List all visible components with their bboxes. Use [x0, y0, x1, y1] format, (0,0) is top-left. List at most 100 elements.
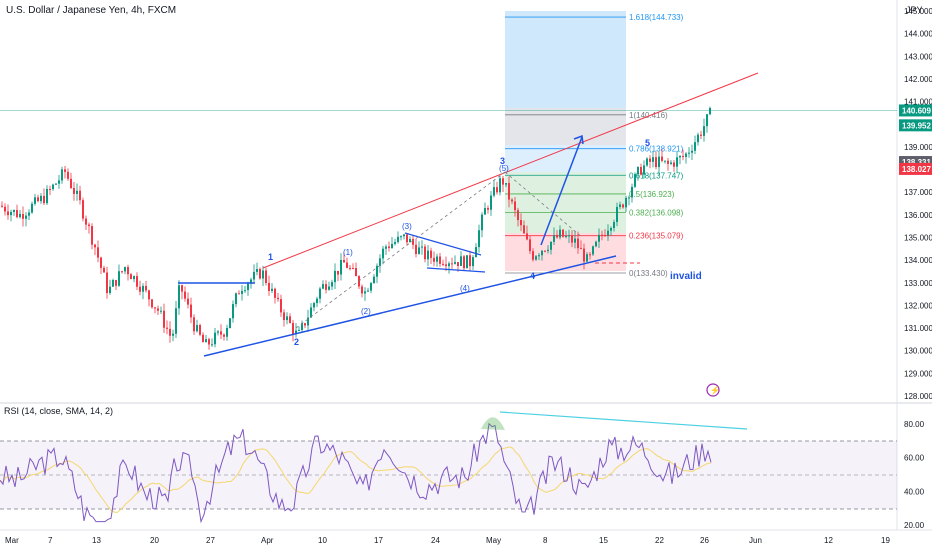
candle-body: [547, 249, 549, 251]
price-axis[interactable]: 145.000144.000143.000142.000141.000140.0…: [904, 7, 932, 401]
candle-body: [109, 286, 111, 294]
candle-body: [112, 280, 114, 287]
candle-body: [427, 250, 429, 260]
candle-body: [304, 323, 306, 326]
candle-body: [310, 307, 312, 318]
price-badge: [899, 104, 932, 117]
candle-body: [331, 282, 333, 287]
rsi-line: [0, 422, 712, 524]
candle-body: [529, 239, 531, 252]
candle-body: [406, 234, 408, 243]
candle-body: [184, 291, 186, 299]
candle-body: [400, 236, 402, 238]
candle-body: [82, 200, 84, 219]
rsi-axis[interactable]: 80.00 60.00 40.00 20.00: [904, 420, 925, 530]
fib-level-label: 0.382(136.098): [629, 209, 684, 218]
candle-body: [514, 201, 516, 211]
candle-body: [289, 316, 291, 323]
candle-body: [271, 288, 273, 291]
price-tick-label: 142.000: [904, 75, 932, 84]
candle-body: [7, 211, 9, 216]
candle-body: [634, 174, 636, 187]
candle-body: [658, 156, 660, 168]
price-badge-label: 140.609: [902, 106, 931, 115]
candle-body: [613, 222, 615, 229]
candle-body: [640, 166, 642, 175]
candle-body: [286, 316, 288, 321]
candle-body: [43, 195, 45, 204]
candle-body: [367, 290, 369, 292]
time-tick-label: 7: [48, 536, 53, 545]
wedge-top[interactable]: [404, 232, 482, 256]
fib-zone-786: [505, 108, 626, 145]
price-tick-label: 144.000: [904, 30, 932, 39]
candle-body: [202, 334, 204, 343]
candle-body: [439, 256, 441, 264]
candle-body: [484, 208, 486, 215]
candle-body: [280, 299, 282, 313]
candle-body: [688, 152, 690, 154]
event-marker-icon[interactable]: [706, 383, 720, 397]
time-tick-label: 27: [206, 536, 215, 545]
candle-body: [391, 243, 393, 249]
candle-body: [544, 250, 546, 252]
candle-body: [412, 238, 414, 245]
candle-body: [37, 197, 39, 202]
candle-body: [337, 270, 339, 275]
lower-trendline[interactable]: [203, 255, 617, 357]
price-tick-label: 141.000: [904, 98, 932, 107]
time-axis[interactable]: Mar 7 13 20 27 Apr 10 17 24 May 8 15 22 Jun 12 19 26: [5, 536, 890, 545]
candle-body: [517, 210, 519, 221]
candle-body: [130, 274, 132, 280]
time-tick-label: 22: [655, 536, 664, 545]
candle-body: [448, 263, 450, 267]
candle-body: [334, 270, 336, 283]
candle-body: [616, 206, 618, 223]
upper-trendline[interactable]: [262, 72, 759, 269]
candle-body: [550, 241, 552, 250]
candle-body: [214, 332, 216, 345]
candle-body: [25, 215, 27, 219]
candle-body: [343, 260, 345, 263]
price-tick-label: 133.000: [904, 279, 932, 288]
projection-arrow[interactable]: [540, 136, 583, 246]
candle-body: [709, 107, 711, 115]
candle-body: [256, 268, 258, 272]
price-badge-label: 138.027: [902, 165, 931, 174]
candle-body: [85, 218, 87, 225]
candle-body: [190, 304, 192, 318]
candle-body: [541, 250, 543, 256]
candle-body: [277, 297, 279, 300]
candle-body: [697, 134, 699, 143]
candle-body: [355, 268, 357, 277]
wave-5-label: 5: [645, 138, 650, 148]
candle-body: [568, 235, 570, 237]
candle-body: [379, 258, 381, 266]
candle-body: [247, 283, 249, 291]
candle-body: [301, 323, 303, 331]
candle-body: [574, 238, 576, 243]
candle-body: [694, 142, 696, 151]
candle-body: [211, 344, 213, 346]
candle-body: [520, 220, 522, 226]
candle-body: [205, 339, 207, 343]
candle-body: [262, 270, 264, 279]
candle-body: [319, 288, 321, 299]
candle-body: [556, 235, 558, 238]
price-tick-label: 143.000: [904, 52, 932, 61]
candle-body: [388, 246, 390, 249]
candle-body: [673, 162, 675, 167]
event-marker-glyph: ⚡: [710, 385, 720, 395]
fib-retracement[interactable]: 1.618(144.733) 1(140.416) 0.786(138.921) 0.…: [505, 11, 684, 278]
candle-body: [526, 233, 528, 240]
candle-body: [559, 229, 561, 238]
rsi-tick-label: 40.00: [904, 487, 925, 496]
candle-body: [142, 285, 144, 292]
rsi-divergence-line[interactable]: [499, 411, 748, 430]
wedge-bottom[interactable]: [426, 267, 486, 273]
candle-body: [478, 230, 480, 248]
time-tick-label: 20: [150, 536, 159, 545]
candle-body: [511, 199, 513, 202]
candle-body: [187, 298, 189, 305]
